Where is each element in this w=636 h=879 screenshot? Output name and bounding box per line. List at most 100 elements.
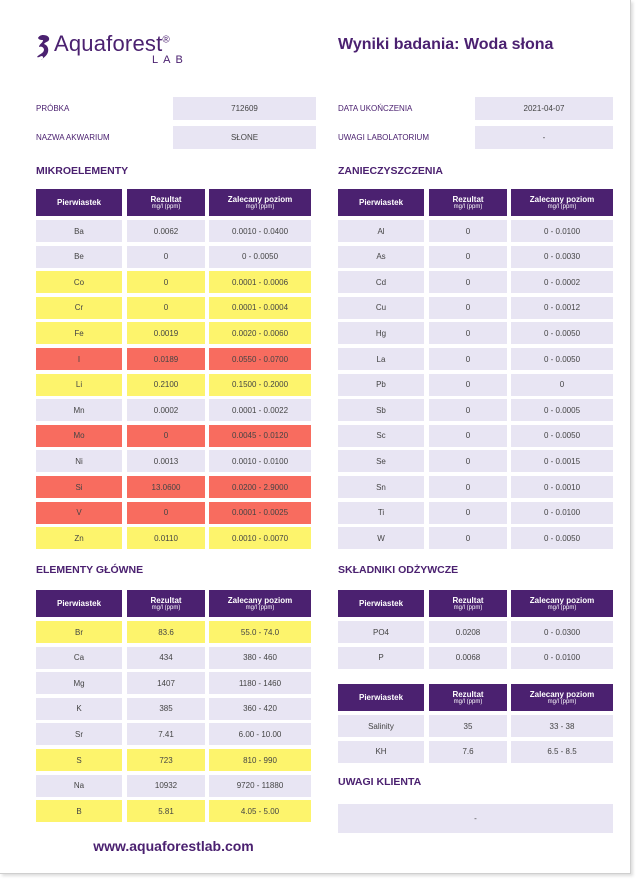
column-label: Pierwiastek: [358, 599, 404, 608]
table-cell: Br: [36, 621, 122, 643]
table-cell: 0.0045 - 0.0120: [209, 424, 311, 447]
column-label: Rezultat: [452, 194, 484, 204]
table-cell: 13.0600: [127, 476, 205, 498]
table-cell: 0 - 0.0015: [511, 450, 613, 473]
table-cell: 0.1500 - 0.2000: [209, 373, 311, 396]
logo-icon: [37, 35, 50, 60]
logo-mark: ®: [162, 34, 170, 46]
table-cell: 0.0010 - 0.0100: [209, 450, 311, 473]
table-cell: 360 - 420: [209, 697, 311, 720]
table-cell: 0: [429, 348, 507, 370]
column-header: Rezultat mg/l (ppm): [127, 189, 205, 216]
table-cell: Na: [36, 774, 122, 797]
table-cell: 35: [429, 715, 507, 737]
table-cell: 33 - 38: [511, 715, 613, 737]
table-cell: Sc: [338, 424, 424, 447]
table-cell: 0 - 0.0012: [511, 296, 613, 319]
column-label: Rezultat: [452, 689, 484, 699]
table-cell: Si: [36, 476, 122, 498]
column-unit: mg/l (ppm): [151, 203, 181, 210]
section-title: ELEMENTY GŁÓWNE: [36, 564, 144, 576]
table-cell: 0 - 0.0100: [511, 646, 613, 669]
table-cell: 0: [429, 271, 507, 294]
table-cell: Sb: [338, 399, 424, 422]
table-cell: 0: [429, 245, 507, 268]
table-cell: 0.0068: [429, 646, 507, 669]
table-cell: 1407: [127, 672, 205, 695]
report-title: Wyniki badania: Woda słona: [338, 36, 554, 53]
column-label: Pierwiastek: [358, 198, 404, 207]
table-cell: W: [338, 527, 424, 550]
column-unit: mg/l (ppm): [547, 203, 577, 210]
table-cell: Zn: [36, 527, 122, 550]
table-cell: 5.81: [127, 800, 205, 823]
table-cell: 6.00 - 10.00: [209, 723, 311, 746]
table-cell: 0.0208: [429, 621, 507, 643]
table-cell: 0.0062: [127, 220, 205, 242]
table-cell: Li: [36, 373, 122, 396]
column-label: Pierwiastek: [358, 693, 404, 702]
table-cell: Al: [338, 220, 424, 242]
column-unit: mg/l (ppm): [453, 203, 483, 210]
table-cell: 0: [127, 501, 205, 524]
table-cell: 0 - 0.0050: [511, 527, 613, 550]
table-cell: 0.0001 - 0.0004: [209, 296, 311, 319]
column-header: Pierwiastek: [36, 590, 122, 617]
column-label: Zalecany poziom: [529, 595, 595, 605]
info-label: UWAGI LABOLATORIUM: [338, 133, 429, 142]
column-header: Rezultat mg/l (ppm): [429, 590, 507, 617]
table-cell: 0: [429, 373, 507, 396]
table-cell: Ca: [36, 646, 122, 669]
column-label: Rezultat: [150, 595, 182, 605]
table-cell: Be: [36, 245, 122, 268]
table-cell: 55.0 - 74.0: [209, 621, 311, 643]
section-title: SKŁADNIKI ODŻYWCZE: [338, 564, 459, 576]
table-cell: 0.0013: [127, 450, 205, 473]
table-cell: 810 - 990: [209, 749, 311, 771]
table-cell: S: [36, 749, 122, 771]
table-cell: 0: [429, 296, 507, 319]
table-cell: 0: [127, 424, 205, 447]
table-cell: Fe: [36, 322, 122, 345]
column-label: Zalecany poziom: [227, 595, 293, 605]
column-header: Rezultat mg/l (ppm): [127, 590, 205, 617]
table-cell: 434: [127, 646, 205, 669]
client-notes: -: [338, 804, 613, 833]
table-cell: KH: [338, 740, 424, 763]
section-title: MIKROELEMENTY: [36, 165, 129, 177]
logo-name: Aquaforest: [54, 31, 163, 56]
table-cell: 0.0010 - 0.0400: [209, 220, 311, 242]
table-cell: 7.6: [429, 740, 507, 763]
table-cell: Se: [338, 450, 424, 473]
table-cell: Salinity: [338, 715, 424, 737]
table-cell: Ti: [338, 501, 424, 524]
table-cell: 83.6: [127, 621, 205, 643]
column-header: Rezultat mg/l (ppm): [429, 684, 507, 711]
table-cell: 0.0001 - 0.0006: [209, 271, 311, 294]
table-cell: 0.0110: [127, 527, 205, 550]
table-cell: 0 - 0.0100: [511, 220, 613, 242]
table-cell: 4.05 - 5.00: [209, 800, 311, 823]
table-cell: K: [36, 697, 122, 720]
column-header: Pierwiastek: [338, 590, 424, 617]
table-cell: 0: [127, 271, 205, 294]
column-label: Pierwiastek: [56, 599, 102, 608]
table-cell: Mn: [36, 399, 122, 422]
table-cell: Sr: [36, 723, 122, 746]
column-header: Zalecany poziom mg/l (ppm): [511, 189, 613, 216]
table-cell: 0.2100: [127, 373, 205, 396]
footer-url: www.aquaforestlab.com: [93, 838, 254, 854]
table-cell: 0.0189: [127, 348, 205, 370]
column-unit: mg/l (ppm): [547, 698, 577, 705]
table-cell: 0.0001 - 0.0025: [209, 501, 311, 524]
table-cell: 0 - 0.0005: [511, 399, 613, 422]
table-cell: 0.0550 - 0.0700: [209, 348, 311, 370]
column-unit: mg/l (ppm): [547, 604, 577, 611]
table-cell: 0: [429, 220, 507, 242]
table-cell: P: [338, 646, 424, 669]
table-cell: As: [338, 245, 424, 268]
table-cell: 0: [429, 322, 507, 345]
column-header: Pierwiastek: [338, 189, 424, 216]
